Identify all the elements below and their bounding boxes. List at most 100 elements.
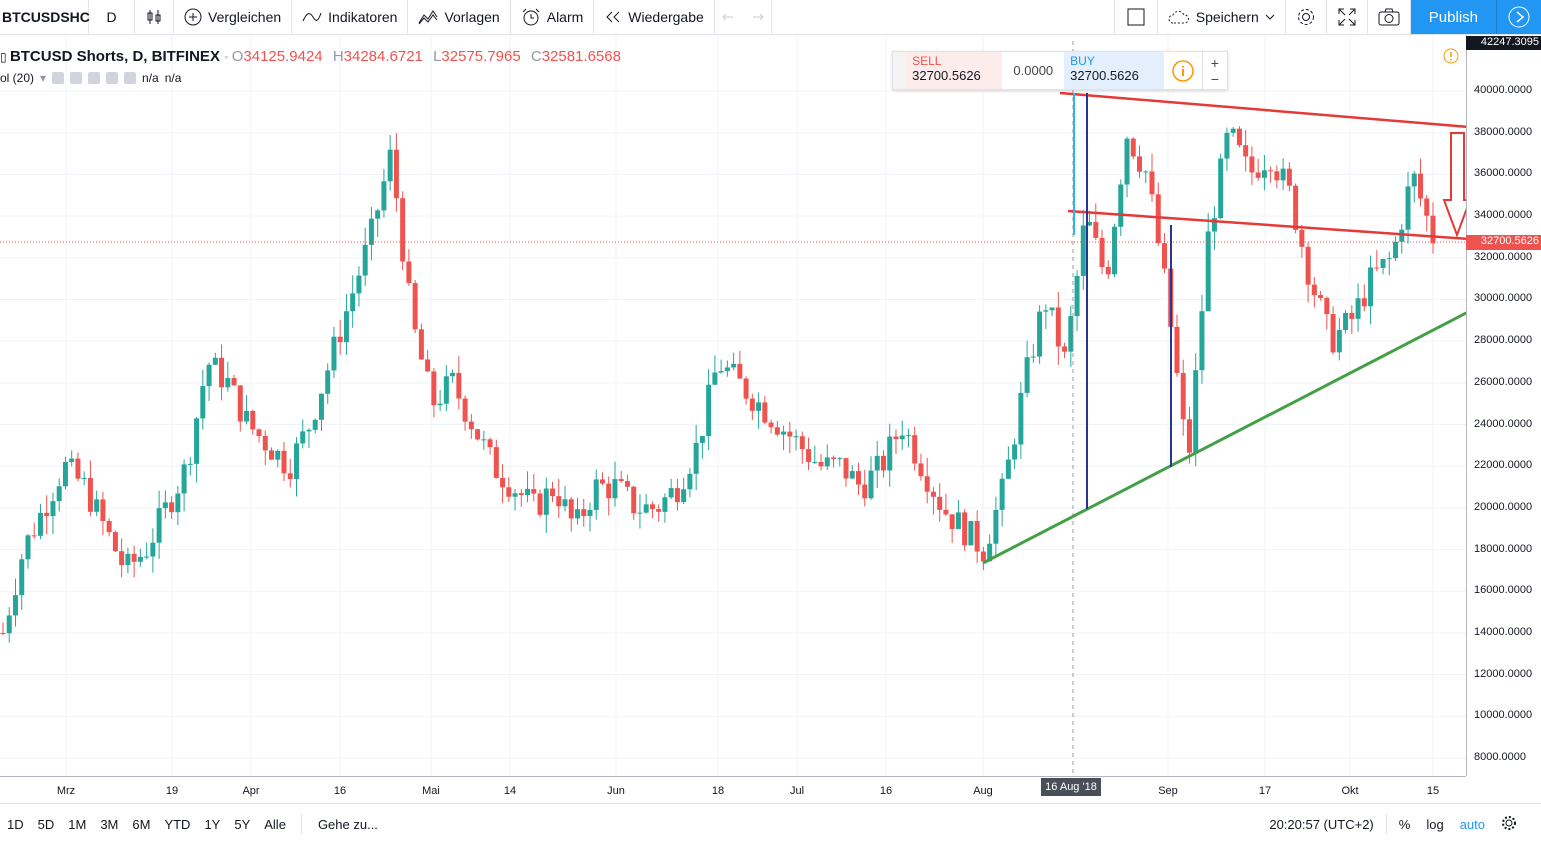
range-button-1d[interactable]: 1D <box>7 816 24 832</box>
publish-button[interactable]: Publish <box>1410 0 1496 34</box>
candle-body <box>400 198 406 262</box>
play-circle-icon <box>1508 6 1530 28</box>
candle-body <box>693 442 699 474</box>
compare-label: Vergleichen <box>208 9 282 25</box>
candle-body <box>87 477 93 512</box>
snapshot-button[interactable] <box>1368 0 1411 34</box>
price-tick-label: 34000.0000 <box>1474 209 1533 222</box>
candle-body <box>1405 186 1411 230</box>
replay-label: Wiedergabe <box>628 9 704 25</box>
candle-body <box>37 512 43 536</box>
settings-button[interactable] <box>1286 0 1327 34</box>
candle-body <box>1149 171 1155 195</box>
quantity-stepper[interactable]: + − <box>1201 52 1227 89</box>
candle-body <box>275 450 281 460</box>
range-button-6m[interactable]: 6M <box>132 816 151 832</box>
percent-toggle[interactable]: % <box>1391 817 1419 832</box>
percent-label: % <box>1398 816 1411 832</box>
candle-body <box>137 556 143 562</box>
clock-value: 20:20:57 (UTC+2) <box>1269 816 1374 832</box>
publish-options-button[interactable] <box>1496 0 1541 34</box>
candle-body <box>1355 298 1361 319</box>
candle-body <box>1268 170 1274 172</box>
goto-label: Gehe zu... <box>317 816 378 832</box>
templates-button[interactable]: Vorlagen <box>408 0 511 34</box>
fullscreen-layout-button[interactable] <box>1113 0 1157 34</box>
warning-info-icon[interactable] <box>1443 48 1459 64</box>
candle-body <box>456 372 462 399</box>
candle-body <box>1143 171 1149 173</box>
alert-button[interactable]: Alarm <box>511 0 595 34</box>
plus-icon[interactable] <box>88 72 101 84</box>
alarm-clock-icon <box>522 8 540 26</box>
candle-body <box>25 535 31 560</box>
candle-body <box>1324 298 1330 315</box>
candle-body <box>150 542 156 557</box>
candle-body <box>856 471 862 485</box>
range-button-alle[interactable]: Alle <box>264 816 286 832</box>
symbol-label: BTCUSDSHC <box>2 9 90 25</box>
axis-settings-button[interactable] <box>1493 815 1541 834</box>
sell-button[interactable]: SELL 32700.5626 <box>906 52 1003 89</box>
buy-button[interactable]: BUY 32700.5626 <box>1064 52 1165 89</box>
info-icon[interactable] <box>1164 52 1201 89</box>
eye-icon[interactable] <box>52 72 65 84</box>
replay-button[interactable]: Wiedergabe <box>594 0 715 34</box>
time-tick-label: 18 <box>711 785 725 797</box>
candle-body <box>781 431 787 435</box>
candle-body <box>112 532 118 552</box>
chart-pane[interactable] <box>0 35 1466 776</box>
candle-body <box>662 497 668 512</box>
save-button[interactable]: Speichern <box>1156 0 1286 34</box>
goto-date-button[interactable]: Gehe zu... <box>310 817 386 832</box>
candle-body <box>893 436 899 440</box>
range-button-1y[interactable]: 1Y <box>204 816 221 832</box>
candle-body <box>318 393 324 420</box>
vol-label: ol (20) <box>0 71 35 85</box>
compare-button[interactable]: Vergleichen <box>174 0 293 34</box>
log-toggle[interactable]: log <box>1418 817 1451 832</box>
price-axis[interactable] <box>1466 35 1541 776</box>
candle-body <box>493 447 499 478</box>
candle-body <box>1037 311 1043 357</box>
fullscreen-button[interactable] <box>1327 0 1368 34</box>
l-label: L <box>433 48 442 65</box>
undo-button[interactable] <box>715 0 743 34</box>
candle-body <box>1336 330 1342 353</box>
chart-type-button[interactable] <box>135 0 174 34</box>
price-tick-label: 18000.0000 <box>1474 542 1533 555</box>
close-icon[interactable] <box>106 72 119 84</box>
trendline-middle-red <box>1067 209 1466 241</box>
symbol-search[interactable]: BTCUSDSHC <box>0 0 90 34</box>
indicators-button[interactable]: Indikatoren <box>292 0 409 34</box>
time-tick-label: Apr <box>242 785 260 797</box>
candle-body <box>556 496 562 507</box>
price-tick-label: 38000.0000 <box>1474 125 1533 138</box>
more-icon[interactable] <box>124 72 137 84</box>
clock[interactable]: 20:20:57 (UTC+2) <box>1261 817 1381 832</box>
candle-body <box>312 419 318 430</box>
candle-body <box>356 275 362 294</box>
range-button-ytd[interactable]: YTD <box>164 816 191 832</box>
range-button-1m[interactable]: 1M <box>68 816 87 832</box>
drag-handle[interactable] <box>893 52 907 89</box>
redo-button[interactable] <box>743 0 772 34</box>
candle-body <box>831 457 837 460</box>
range-button-3m[interactable]: 3M <box>100 816 119 832</box>
candle-body <box>1311 284 1317 296</box>
range-button-5y[interactable]: 5Y <box>234 816 251 832</box>
legend-settings-icon[interactable]: ◦ <box>224 50 232 64</box>
candle-body <box>993 509 999 544</box>
candle-body <box>1318 295 1324 299</box>
auto-toggle[interactable]: auto <box>1452 817 1493 832</box>
vol-chevron-icon[interactable]: ▾ <box>40 71 47 85</box>
candle-body <box>1049 307 1055 311</box>
buy-sell-panel: SELL 32700.5626 0.0000 BUY 32700.5626 + … <box>892 51 1228 90</box>
minus-icon[interactable]: − <box>1210 70 1219 87</box>
range-button-5d[interactable]: 5D <box>37 816 55 832</box>
candle-body <box>980 551 986 562</box>
format-icon[interactable] <box>70 72 83 84</box>
interval-button[interactable]: D <box>89 0 135 34</box>
time-axis[interactable] <box>0 776 1466 803</box>
plus-icon[interactable]: + <box>1210 54 1219 71</box>
